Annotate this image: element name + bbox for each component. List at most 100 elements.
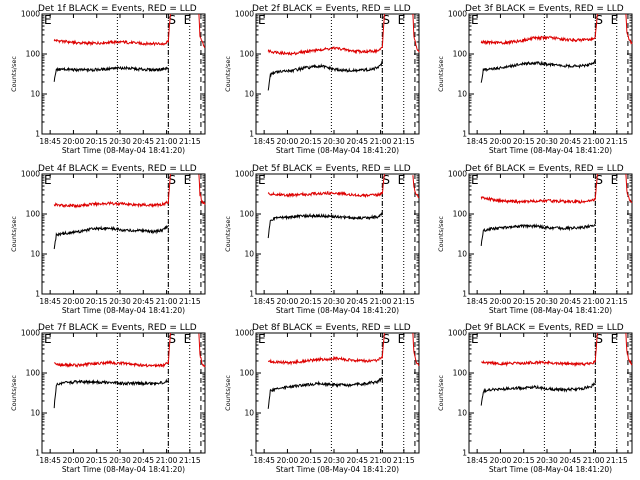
x-tick-label: 20:45: [559, 297, 581, 306]
lld-series-line: [480, 13, 598, 46]
y-tick-label: 10: [457, 409, 467, 418]
x-tick-label: 18:45: [39, 137, 61, 146]
lld-series-line: [53, 173, 171, 209]
x-tick-label: 21:00: [370, 297, 392, 306]
x-tick-label: 21:00: [583, 456, 605, 465]
y-tick-label: 1: [35, 130, 40, 139]
x-tick-label: 20:45: [346, 297, 368, 306]
x-tick-label: 20:00: [63, 297, 85, 306]
y-axis-label: Counts/sec: [224, 375, 232, 411]
x-tick-label: 20:15: [513, 137, 535, 146]
lld-series-line: [412, 333, 420, 367]
plot-frame: [255, 173, 420, 295]
event-marker: E: [184, 173, 192, 187]
y-tick-label: 100: [26, 50, 41, 59]
y-tick-label: 1000: [448, 170, 467, 179]
event-marker: S: [595, 173, 603, 187]
event-marker: E: [398, 332, 406, 346]
lld-series-line: [625, 173, 633, 204]
event-marker: S: [168, 332, 176, 346]
plot-frame: [41, 13, 206, 135]
panel-title: Det 4f BLACK = Events, RED = LLD: [38, 164, 197, 174]
panel-title: Det 1f BLACK = Events, RED = LLD: [38, 4, 197, 14]
y-tick-label: 100: [26, 369, 41, 378]
y-tick-label: 10: [244, 90, 254, 99]
events-series-line: [267, 60, 383, 91]
y-tick-label: 1: [462, 130, 467, 139]
x-tick-label: 21:00: [156, 137, 178, 146]
x-tick-label: 20:30: [109, 297, 131, 306]
y-axis-label: Counts/sec: [224, 216, 232, 252]
y-axis-label: Counts/sec: [224, 56, 232, 92]
y-tick-label: 100: [453, 369, 468, 378]
detector-panel: Det 6f BLACK = Events, RED = LLD Start Ti…: [437, 164, 633, 315]
x-axis-label: Start Time (08-May-04 18:41:20): [62, 146, 185, 155]
panel-title: Det 9f BLACK = Events, RED = LLD: [465, 323, 624, 333]
x-tick-label: 21:00: [156, 456, 178, 465]
plot-frame: [41, 173, 206, 295]
x-tick-label: 20:45: [132, 297, 154, 306]
x-tick-label: 20:30: [536, 297, 558, 306]
event-marker: E: [44, 13, 52, 27]
plot-frame: [255, 13, 420, 135]
event-marker: E: [611, 13, 619, 27]
event-marker: E: [611, 332, 619, 346]
x-tick-label: 21:15: [606, 456, 628, 465]
x-tick-label: 21:15: [393, 456, 415, 465]
lld-series-line: [53, 332, 171, 369]
x-tick-label: 21:00: [370, 456, 392, 465]
x-tick-label: 20:15: [513, 297, 535, 306]
detector-panel: Det 9f BLACK = Events, RED = LLD Start Ti…: [437, 323, 633, 474]
x-tick-label: 20:00: [277, 137, 299, 146]
lld-series-line: [625, 332, 633, 366]
event-marker: E: [611, 173, 619, 187]
y-axis-label: Counts/sec: [437, 375, 445, 411]
y-tick-label: 10: [30, 90, 40, 99]
event-marker: E: [184, 332, 192, 346]
plot-frame: [468, 173, 633, 295]
y-axis-label: Counts/sec: [437, 56, 445, 92]
y-tick-label: 10: [244, 409, 254, 418]
y-tick-label: 10: [30, 250, 40, 259]
y-tick-label: 1000: [235, 10, 254, 19]
plot-frame: [255, 332, 420, 454]
y-tick-label: 1: [35, 290, 40, 299]
x-tick-label: 20:15: [86, 137, 108, 146]
event-marker: E: [471, 173, 479, 187]
y-tick-label: 1000: [448, 329, 467, 338]
y-tick-label: 10: [244, 250, 254, 259]
detector-panel: Det 8f BLACK = Events, RED = LLD Start Ti…: [224, 323, 420, 474]
lld-series-line: [481, 332, 598, 368]
x-tick-label: 18:45: [39, 297, 61, 306]
x-tick-label: 20:15: [86, 456, 108, 465]
y-tick-label: 100: [26, 210, 41, 219]
x-axis-label: Start Time (08-May-04 18:41:20): [489, 306, 612, 315]
x-tick-label: 20:00: [277, 297, 299, 306]
x-tick-label: 21:15: [393, 137, 415, 146]
x-tick-label: 18:45: [466, 456, 488, 465]
y-tick-label: 1: [249, 290, 254, 299]
x-tick-label: 20:15: [86, 297, 108, 306]
x-tick-label: 21:15: [179, 137, 201, 146]
event-marker: E: [398, 13, 406, 27]
lld-series-line: [267, 332, 385, 366]
x-tick-label: 20:45: [346, 137, 368, 146]
x-tick-label: 18:45: [253, 456, 275, 465]
x-axis-label: Start Time (08-May-04 18:41:20): [276, 465, 399, 474]
x-tick-label: 21:15: [393, 297, 415, 306]
y-tick-label: 100: [240, 50, 255, 59]
events-series-line: [480, 223, 596, 246]
x-axis-label: Start Time (08-May-04 18:41:20): [489, 465, 612, 474]
y-tick-label: 1: [462, 449, 467, 458]
y-tick-label: 1000: [21, 10, 40, 19]
y-tick-label: 100: [453, 210, 468, 219]
y-tick-label: 1: [249, 449, 254, 458]
x-tick-label: 20:30: [536, 137, 558, 146]
lld-series-line: [267, 13, 385, 57]
event-marker: S: [382, 173, 390, 187]
plot-frame: [468, 13, 633, 135]
event-marker: S: [382, 13, 390, 27]
y-axis-label: Counts/sec: [10, 216, 18, 252]
x-tick-label: 20:45: [346, 456, 368, 465]
y-tick-label: 10: [457, 250, 467, 259]
